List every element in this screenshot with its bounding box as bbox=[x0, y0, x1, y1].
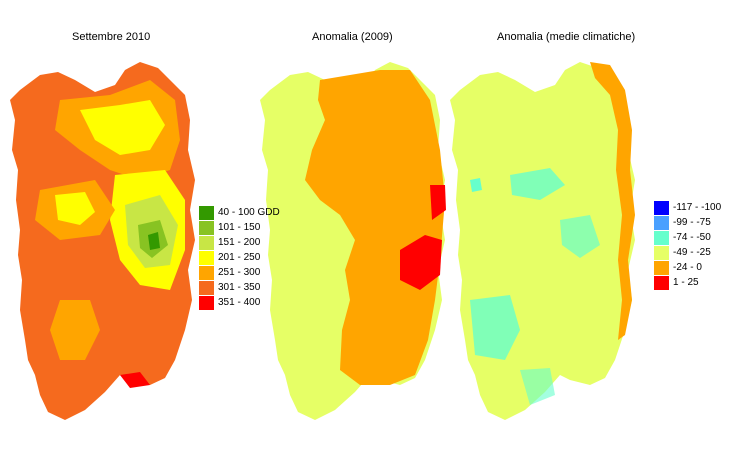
legend-anomaly-label: -117 - -100 bbox=[673, 202, 722, 213]
legend-anomaly-label: -99 - -75 bbox=[673, 217, 711, 228]
map-september-2010 bbox=[10, 62, 195, 420]
legend-anomaly-row: -74 - -50 bbox=[654, 230, 721, 245]
map-anomaly-2009 bbox=[260, 62, 446, 420]
legend-anomaly-label: 1 - 25 bbox=[673, 277, 699, 288]
legend-gdd-row: 351 - 400 bbox=[199, 295, 280, 310]
legend-anomaly-label: -74 - -50 bbox=[673, 232, 711, 243]
legend-gdd: 40 - 100 GDD 101 - 150 151 - 200 201 - 2… bbox=[199, 205, 280, 310]
legend-anomaly-row: -117 - -100 bbox=[654, 200, 721, 215]
legend-anomaly-swatch bbox=[654, 200, 669, 215]
legend-anomaly: -117 - -100 -99 - -75 -74 - -50 -49 - -2… bbox=[654, 200, 721, 290]
legend-anomaly-swatch bbox=[654, 215, 669, 230]
legend-gdd-swatch bbox=[199, 205, 214, 220]
legend-gdd-label: 201 - 250 bbox=[218, 252, 261, 263]
legend-anomaly-swatch bbox=[654, 260, 669, 275]
legend-gdd-label: 351 - 400 bbox=[218, 297, 261, 308]
map-title-anomaly-2009: Anomalia (2009) bbox=[312, 31, 393, 43]
legend-anomaly-label: -49 - -25 bbox=[673, 247, 711, 258]
legend-anomaly-row: -99 - -75 bbox=[654, 215, 721, 230]
legend-gdd-label: 40 - 100 GDD bbox=[218, 207, 280, 218]
legend-gdd-swatch bbox=[199, 295, 214, 310]
legend-gdd-row: 40 - 100 GDD bbox=[199, 205, 280, 220]
legend-anomaly-swatch bbox=[654, 245, 669, 260]
legend-gdd-row: 151 - 200 bbox=[199, 235, 280, 250]
legend-gdd-swatch bbox=[199, 220, 214, 235]
legend-gdd-row: 301 - 350 bbox=[199, 280, 280, 295]
legend-gdd-swatch bbox=[199, 265, 214, 280]
legend-anomaly-row: -49 - -25 bbox=[654, 245, 721, 260]
legend-gdd-label: 301 - 350 bbox=[218, 282, 261, 293]
legend-gdd-swatch bbox=[199, 235, 214, 250]
legend-gdd-row: 201 - 250 bbox=[199, 250, 280, 265]
map-title-anomaly-climate: Anomalia (medie climatiche) bbox=[497, 31, 636, 43]
map-title-september-2010: Settembre 2010 bbox=[72, 31, 151, 43]
legend-anomaly-row: -24 - 0 bbox=[654, 260, 721, 275]
legend-gdd-row: 251 - 300 bbox=[199, 265, 280, 280]
legend-gdd-row: 101 - 150 bbox=[199, 220, 280, 235]
legend-gdd-label: 251 - 300 bbox=[218, 267, 261, 278]
legend-anomaly-row: 1 - 25 bbox=[654, 275, 721, 290]
legend-gdd-label: 151 - 200 bbox=[218, 237, 261, 248]
legend-gdd-swatch bbox=[199, 250, 214, 265]
legend-anomaly-swatch bbox=[654, 275, 669, 290]
legend-anomaly-swatch bbox=[654, 230, 669, 245]
legend-gdd-label: 101 - 150 bbox=[218, 222, 261, 233]
map-anomaly-climate bbox=[450, 62, 635, 420]
legend-gdd-swatch bbox=[199, 280, 214, 295]
legend-anomaly-label: -24 - 0 bbox=[673, 262, 702, 273]
